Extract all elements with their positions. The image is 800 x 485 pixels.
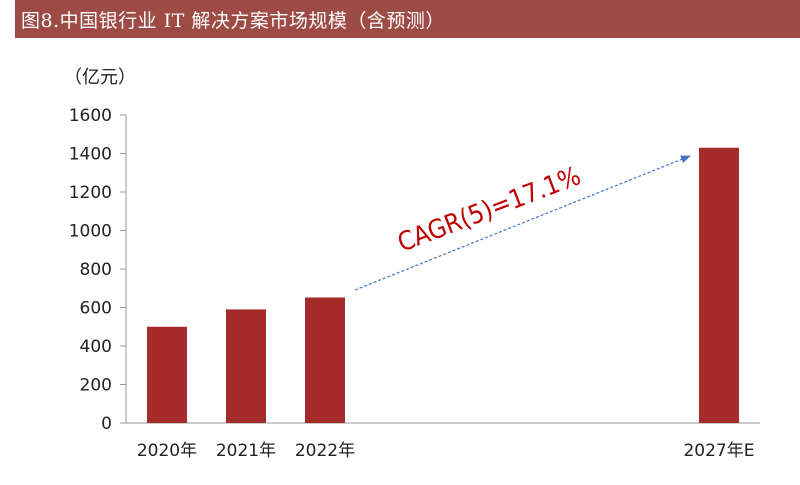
x-tick-label: 2020年 bbox=[137, 441, 197, 461]
bar bbox=[699, 147, 739, 423]
y-tick-label: 1400 bbox=[69, 145, 112, 165]
chart-title: 图8.中国银行业 IT 解决方案市场规模（含预测） bbox=[21, 9, 445, 32]
x-tick-label: 2022年 bbox=[295, 441, 355, 461]
title-bar: 图8.中国银行业 IT 解决方案市场规模（含预测） bbox=[15, 0, 800, 38]
bar-chart: （亿元） 0 200 400 600 800 1000 1200 1400 1600 2020年… bbox=[64, 67, 760, 461]
x-tick-label: 2027年E bbox=[683, 441, 754, 461]
x-tick-label: 2021年 bbox=[216, 441, 276, 461]
x-axis-labels: 2020年 2021年 2022年 2027年E bbox=[137, 441, 755, 461]
y-tick-label: 1200 bbox=[69, 183, 112, 203]
y-tick-label: 0 bbox=[101, 414, 112, 434]
y-tick-label: 1000 bbox=[69, 222, 112, 242]
unit-label: （亿元） bbox=[64, 67, 136, 88]
y-tick-label: 600 bbox=[80, 299, 112, 319]
y-tick-label: 200 bbox=[80, 376, 112, 396]
bar bbox=[147, 326, 187, 423]
y-axis: 0 200 400 600 800 1000 1200 1400 1600 bbox=[69, 106, 760, 434]
cagr-annotation: CAGR(5)=17.1% bbox=[354, 155, 691, 291]
bars bbox=[147, 147, 739, 423]
y-tick-label: 800 bbox=[80, 260, 112, 280]
y-tick-label: 400 bbox=[80, 337, 112, 357]
cagr-arrow bbox=[354, 155, 691, 291]
y-tick-label: 1600 bbox=[69, 106, 112, 126]
bar bbox=[226, 309, 266, 423]
bar bbox=[305, 297, 345, 423]
